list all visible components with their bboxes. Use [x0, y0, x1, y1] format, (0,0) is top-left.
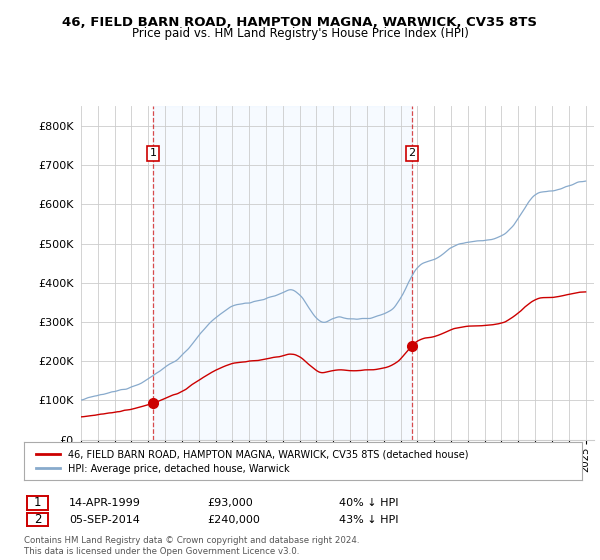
Text: £93,000: £93,000	[207, 498, 253, 508]
Text: Price paid vs. HM Land Registry's House Price Index (HPI): Price paid vs. HM Land Registry's House …	[131, 27, 469, 40]
Text: 05-SEP-2014: 05-SEP-2014	[69, 515, 140, 525]
Text: 1: 1	[149, 148, 157, 158]
Text: 43% ↓ HPI: 43% ↓ HPI	[339, 515, 398, 525]
Text: 2: 2	[34, 513, 41, 526]
Bar	[153, 106, 412, 440]
Text: 2: 2	[409, 148, 416, 158]
Legend: 46, FIELD BARN ROAD, HAMPTON MAGNA, WARWICK, CV35 8TS (detached house), HPI: Ave: 46, FIELD BARN ROAD, HAMPTON MAGNA, WARW…	[32, 445, 472, 478]
Text: 14-APR-1999: 14-APR-1999	[69, 498, 141, 508]
Text: £240,000: £240,000	[207, 515, 260, 525]
Text: 1: 1	[34, 496, 41, 510]
Text: 46, FIELD BARN ROAD, HAMPTON MAGNA, WARWICK, CV35 8TS: 46, FIELD BARN ROAD, HAMPTON MAGNA, WARW…	[62, 16, 538, 29]
Text: 40% ↓ HPI: 40% ↓ HPI	[339, 498, 398, 508]
Text: Contains HM Land Registry data © Crown copyright and database right 2024.
This d: Contains HM Land Registry data © Crown c…	[24, 536, 359, 556]
